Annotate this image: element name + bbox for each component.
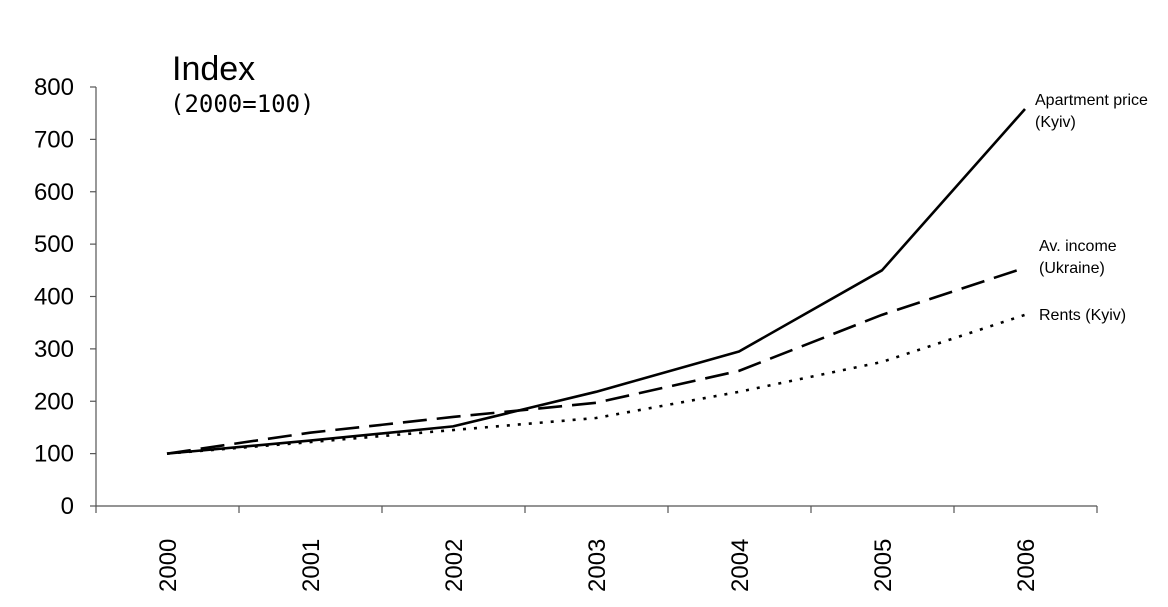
y-tick-label: 200 xyxy=(34,388,74,415)
x-tick-label: 2006 xyxy=(1013,539,1040,592)
series-lines xyxy=(166,108,1026,455)
series-line-dashed xyxy=(166,266,1026,455)
x-tick-label: 2004 xyxy=(727,539,754,592)
x-tick-label: 2001 xyxy=(298,539,325,592)
series-label: Rents (Kyiv) xyxy=(1039,307,1126,324)
y-tick-label: 400 xyxy=(34,284,74,311)
x-tick-label: 2002 xyxy=(441,539,468,592)
chart-subtitle: (2000=100) xyxy=(170,90,315,118)
y-tick-label: 800 xyxy=(34,74,74,101)
y-tick-label: 500 xyxy=(34,231,74,258)
series-label: Apartment price xyxy=(1035,92,1148,109)
series-labels: Apartment price (Kyiv) Av. income (Ukraine)… xyxy=(1035,92,1148,324)
x-tick-label: 2005 xyxy=(870,539,897,592)
y-tick-label: 300 xyxy=(34,336,74,363)
series-line-solid xyxy=(166,108,1026,455)
y-tick-label: 700 xyxy=(34,126,74,153)
x-axis-ticks: 2000 2001 2002 2003 2004 2005 2006 xyxy=(95,506,1098,592)
x-tick-label: 2003 xyxy=(584,539,611,592)
y-tick-label: 0 xyxy=(61,493,74,520)
series-label: Av. income xyxy=(1039,238,1117,255)
series-label: (Kyiv) xyxy=(1035,114,1076,131)
series-line-dotted xyxy=(166,313,1026,455)
x-tick-label: 2000 xyxy=(155,539,182,592)
y-axis-ticks: 0 100 200 300 400 500 600 700 800 xyxy=(34,74,96,520)
y-tick-label: 600 xyxy=(34,179,74,206)
chart-title: Index xyxy=(172,50,255,88)
y-tick-label: 100 xyxy=(34,441,74,468)
series-label: (Ukraine) xyxy=(1039,260,1105,277)
